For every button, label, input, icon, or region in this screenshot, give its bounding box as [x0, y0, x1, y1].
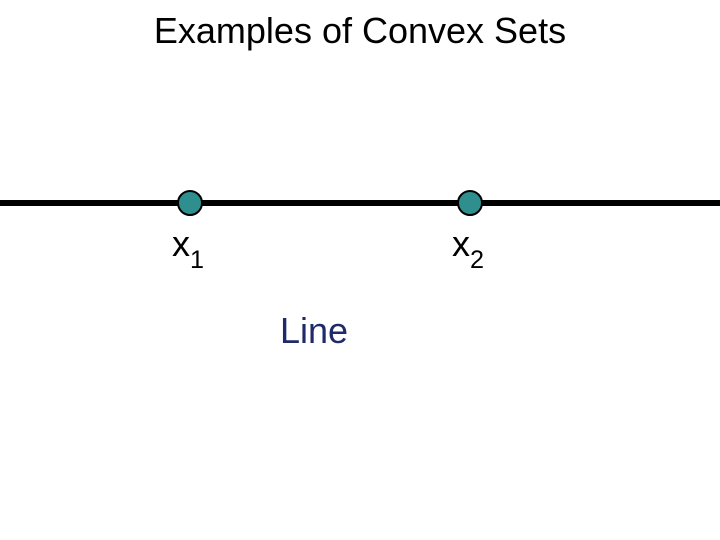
label-x2-var: x	[452, 223, 470, 264]
point-x1	[177, 190, 203, 216]
label-x2-sub: 2	[470, 246, 484, 274]
label-x1-sub: 1	[190, 246, 204, 274]
horizontal-line	[0, 200, 720, 206]
point-x2	[457, 190, 483, 216]
page-title: Examples of Convex Sets	[0, 10, 720, 52]
label-x1: x1	[172, 223, 204, 271]
label-x1-var: x	[172, 223, 190, 264]
caption-line: Line	[280, 310, 348, 352]
label-x2: x2	[452, 223, 484, 271]
